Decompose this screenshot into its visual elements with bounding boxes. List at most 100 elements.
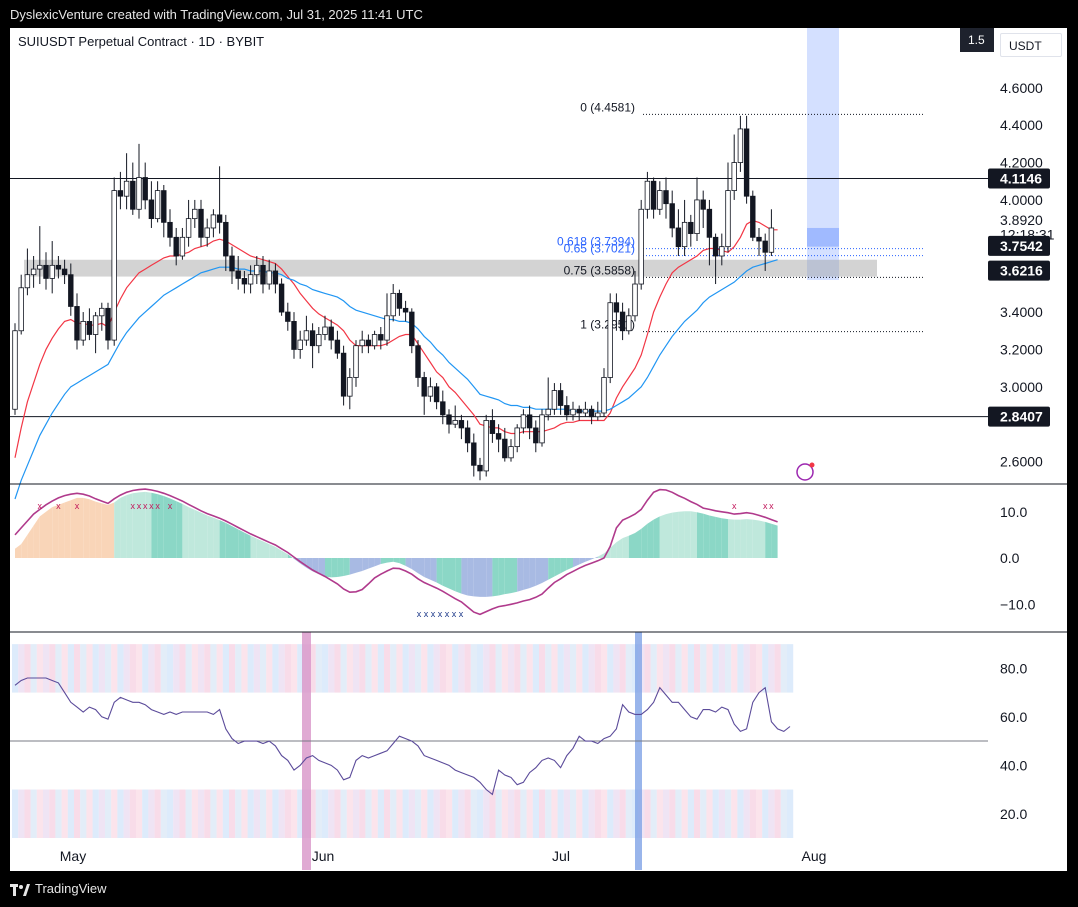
rsi-band (179, 789, 186, 838)
rsi-band (198, 789, 205, 838)
oscillator-area (703, 513, 710, 558)
rsi-band (464, 644, 471, 693)
candle-body (421, 377, 427, 397)
rsi-band (495, 644, 502, 693)
rsi-band (179, 644, 186, 693)
rsi-band (582, 644, 589, 693)
rsi-band (526, 789, 533, 838)
rsi-band (18, 644, 25, 693)
rsi-band (421, 789, 428, 838)
rsi-band (539, 789, 546, 838)
candle-body (328, 326, 334, 341)
candle-body (303, 330, 310, 341)
rsi-band (439, 644, 446, 693)
rsi-band (222, 789, 229, 838)
rsi-band (173, 644, 180, 693)
oscillator-area (256, 538, 263, 558)
rsi-band (588, 644, 595, 693)
rsi-band (526, 644, 533, 693)
candle-body (241, 278, 248, 285)
candle-body (272, 270, 279, 285)
tradingview-chart[interactable]: 0 (4.4581) 0.618 (3.7394)0.65 (3.7021) 0.7… (10, 28, 1067, 871)
moving-average-line (14, 219, 778, 458)
oscillator-area (170, 498, 177, 558)
oscillator-marker: x (452, 609, 457, 619)
oscillator-area (263, 541, 270, 558)
rsi-band (551, 789, 558, 838)
rsi-band (235, 789, 242, 838)
oscillator-area (728, 519, 735, 558)
rsi-band (229, 789, 236, 838)
rsi-band (508, 644, 515, 693)
rsi-band (210, 789, 217, 838)
rsi-band (756, 644, 763, 693)
price-tag-box (988, 168, 1050, 189)
rsi-band (198, 644, 205, 693)
chart-frame: 0 (4.4581) 0.618 (3.7394) 0.65 (3.7021) 0.7… (10, 28, 1067, 871)
rsi-band (687, 644, 694, 693)
oscillator-marker: x (137, 501, 142, 511)
rsi-band (402, 789, 409, 838)
rsi-band (433, 789, 440, 838)
oscillator-area (492, 558, 499, 597)
oscillator-area (424, 558, 431, 580)
oscillator-area (734, 519, 741, 558)
oscillator-area (405, 558, 412, 570)
oscillator-area (207, 515, 214, 558)
rsi-band (260, 789, 267, 838)
oscillator-area (108, 502, 115, 558)
candle-body (458, 420, 465, 429)
candle-body (80, 321, 86, 341)
rsi-band (142, 644, 149, 693)
candle-body (570, 408, 576, 416)
candle-body (61, 268, 68, 276)
rsi-band (384, 789, 391, 838)
rsi-band (477, 789, 484, 838)
price-tag-label: 4.1146 (1000, 171, 1042, 187)
oscillator-area (101, 503, 108, 558)
candle-body (198, 208, 204, 238)
rsi-band (706, 644, 713, 693)
rsi-band (371, 644, 378, 693)
rsi-band (706, 789, 713, 838)
rsi-band (625, 644, 632, 693)
oscillator-area (480, 558, 487, 597)
candle-body (750, 195, 756, 238)
candle-body (688, 221, 694, 234)
rsi-band (328, 644, 335, 693)
rsi-band (421, 644, 428, 693)
oscillator-area (269, 544, 276, 558)
candle-body (681, 221, 688, 248)
rsi-band (328, 789, 335, 838)
oscillator-area (690, 511, 697, 558)
oscillator-marker: x (424, 609, 429, 619)
currency-selector[interactable]: USDT (1000, 33, 1062, 57)
fib-level-label: 0.618 (3.7394) (557, 235, 635, 249)
oscillator-area (89, 499, 96, 558)
candle-body (396, 292, 403, 309)
rsi-band (105, 644, 112, 693)
oscillator-area (473, 558, 480, 597)
candle-body (409, 311, 415, 347)
oscillator-area (678, 511, 685, 558)
oscillator-area (219, 520, 226, 558)
rsi-band (359, 644, 366, 693)
candle-body (216, 214, 223, 223)
rsi-band (315, 789, 322, 838)
candle-body (508, 446, 514, 459)
oscillator-area (759, 520, 766, 558)
zoom-level-badge[interactable]: 1.5 (960, 28, 994, 52)
rsi-band (322, 644, 329, 693)
support-zone (24, 259, 877, 277)
rsi-band (98, 789, 105, 838)
rsi-band (185, 789, 192, 838)
oscillator-area (368, 558, 375, 569)
oscillator-area (467, 558, 474, 597)
rsi-band (743, 789, 750, 838)
candle-body (502, 438, 508, 459)
candle-body (18, 287, 24, 332)
rsi-highlight-column (635, 632, 642, 870)
rsi-band (260, 644, 267, 693)
candle-body (167, 221, 173, 238)
candle-body (694, 199, 700, 234)
